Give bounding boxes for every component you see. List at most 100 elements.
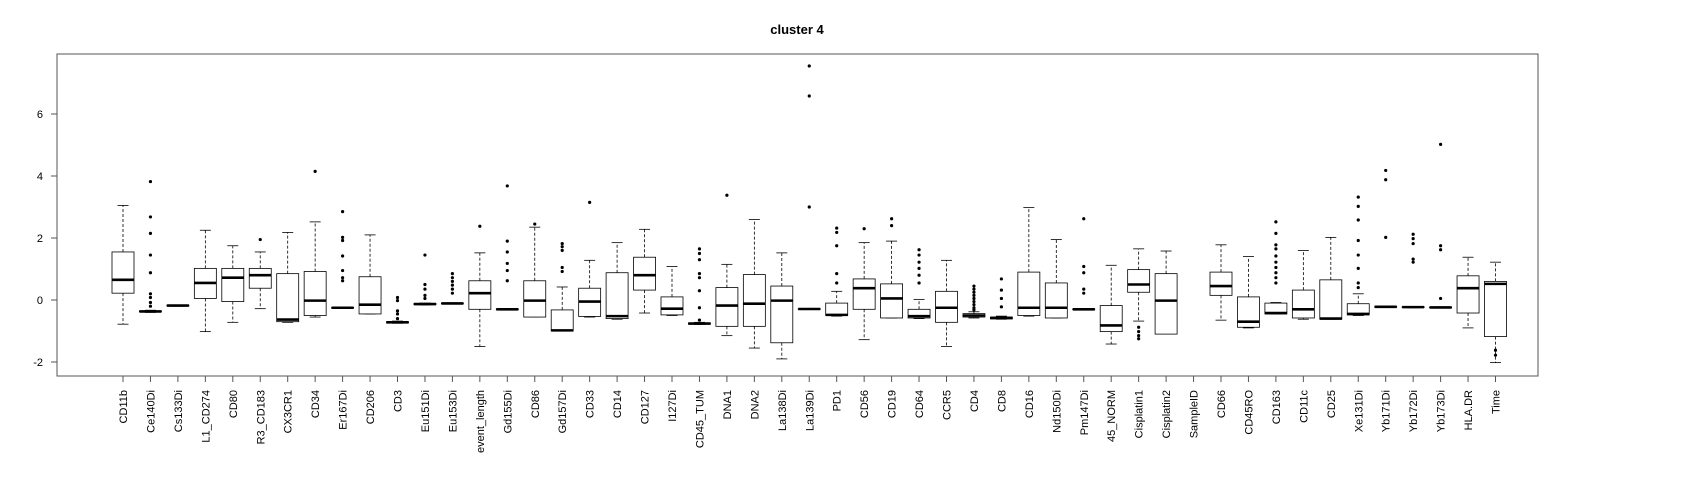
x-tick-label: CD11b bbox=[118, 390, 130, 423]
box-Time bbox=[1484, 261, 1507, 364]
outlier-point bbox=[1274, 276, 1278, 280]
outlier-point bbox=[697, 258, 702, 262]
outlier-point bbox=[341, 210, 345, 214]
iqr-box bbox=[1044, 282, 1068, 319]
box-Cisplatin2 bbox=[1154, 250, 1178, 335]
outlier-point bbox=[972, 287, 976, 291]
outlier-point bbox=[1356, 253, 1360, 257]
box-CD56 bbox=[852, 227, 876, 341]
outlier-point bbox=[313, 169, 317, 173]
outlier-point bbox=[450, 276, 454, 280]
outlier-point bbox=[148, 179, 153, 184]
x-tick-label: Cisplatin1 bbox=[1134, 390, 1146, 438]
x-tick-label: Nd150Di bbox=[1051, 390, 1063, 433]
y-tick-label: 2 bbox=[37, 233, 43, 245]
x-tick-label: CD64 bbox=[914, 390, 926, 418]
outlier-point bbox=[697, 247, 702, 251]
x-tick-label: CD66 bbox=[1216, 390, 1228, 418]
outlier-point bbox=[1082, 264, 1086, 269]
outlier-point bbox=[697, 276, 702, 280]
box-CD16 bbox=[1017, 207, 1041, 317]
outlier-point bbox=[588, 200, 592, 204]
outlier-point bbox=[1439, 244, 1443, 248]
box-CD8 bbox=[990, 277, 1013, 320]
outlier-point bbox=[972, 284, 976, 288]
box-DNA2 bbox=[742, 218, 766, 349]
box-CD66 bbox=[1209, 244, 1233, 321]
x-tick-label: I127Di bbox=[667, 390, 679, 422]
iqr-box bbox=[1291, 289, 1315, 319]
box-Yb171Di bbox=[1374, 168, 1398, 309]
x-axis: CD11b Ce140Di Cs133Di L1_CD274 CD80 R3_CD183 C… bbox=[118, 375, 1503, 453]
outlier-point bbox=[697, 289, 702, 293]
outlier-point bbox=[697, 318, 702, 322]
outlier-point bbox=[972, 293, 976, 297]
box-Pm147Di bbox=[1072, 217, 1096, 311]
iqr-box bbox=[1237, 296, 1260, 328]
box-CX3CR1 bbox=[276, 232, 300, 323]
box-CD80 bbox=[221, 245, 245, 323]
iqr-box bbox=[358, 276, 382, 315]
outlier-point bbox=[505, 279, 509, 283]
outlier-point bbox=[862, 227, 866, 231]
outlier-point bbox=[560, 241, 564, 246]
outlier-point bbox=[478, 224, 482, 228]
box-HLA.DR bbox=[1456, 256, 1480, 329]
outlier-point bbox=[148, 253, 153, 257]
x-tick-label: CD14 bbox=[612, 390, 624, 418]
x-tick-label: Cs133Di bbox=[173, 390, 185, 432]
x-tick-label: DNA1 bbox=[722, 390, 734, 419]
y-axis: -2 0 2 4 6 bbox=[33, 109, 58, 369]
outlier-point bbox=[1137, 337, 1141, 341]
x-tick-label: 45_NORM bbox=[1106, 390, 1118, 442]
outlier-point bbox=[395, 309, 400, 313]
outlier-point bbox=[917, 273, 921, 277]
outlier-point bbox=[972, 296, 976, 301]
outlier-point bbox=[697, 251, 702, 256]
box-I127Di bbox=[660, 266, 684, 316]
box-CD34 bbox=[303, 169, 327, 318]
box-PD1 bbox=[825, 226, 849, 317]
x-tick-label: CD127 bbox=[640, 390, 652, 424]
outlier-point bbox=[148, 271, 153, 275]
outlier-point bbox=[1356, 266, 1360, 270]
outlier-point bbox=[533, 222, 537, 226]
outlier-point bbox=[560, 245, 564, 249]
x-tick-label: CD16 bbox=[1024, 390, 1036, 418]
box-Xe131Di bbox=[1346, 195, 1370, 316]
outlier-point bbox=[450, 283, 454, 287]
x-tick-label: CD45RO bbox=[1243, 390, 1255, 435]
outlier-point bbox=[1082, 291, 1086, 295]
outlier-point bbox=[835, 226, 839, 230]
outlier-point bbox=[835, 272, 839, 276]
outlier-point bbox=[395, 299, 400, 303]
outlier-point bbox=[1137, 330, 1141, 334]
x-tick-label: CD80 bbox=[228, 390, 240, 418]
iqr-box bbox=[660, 296, 684, 316]
outlier-point bbox=[1274, 281, 1278, 285]
x-tick-label: Ce140Di bbox=[145, 390, 157, 433]
outlier-point bbox=[807, 94, 811, 98]
outlier-point bbox=[1384, 168, 1388, 173]
outlier-point bbox=[835, 281, 839, 285]
iqr-box bbox=[1017, 271, 1041, 316]
outlier-point bbox=[341, 235, 345, 239]
outlier-point bbox=[1274, 243, 1278, 247]
outlier-point bbox=[450, 272, 454, 276]
outlier-point bbox=[999, 305, 1004, 309]
iqr-box bbox=[1209, 271, 1233, 296]
y-tick-label: 0 bbox=[37, 295, 43, 307]
outlier-point bbox=[1274, 271, 1278, 275]
outlier-point bbox=[972, 299, 976, 304]
x-tick-label: L1_CD274 bbox=[200, 390, 212, 443]
outlier-point bbox=[1082, 271, 1086, 275]
iqr-box bbox=[1099, 305, 1123, 333]
outlier-point bbox=[258, 237, 262, 242]
outlier-point bbox=[148, 300, 153, 305]
outlier-point bbox=[450, 279, 454, 283]
box-45_NORM bbox=[1099, 264, 1123, 345]
outlier-point bbox=[1082, 287, 1086, 291]
box-Yb173Di bbox=[1429, 142, 1452, 309]
box-CD206 bbox=[358, 234, 382, 315]
